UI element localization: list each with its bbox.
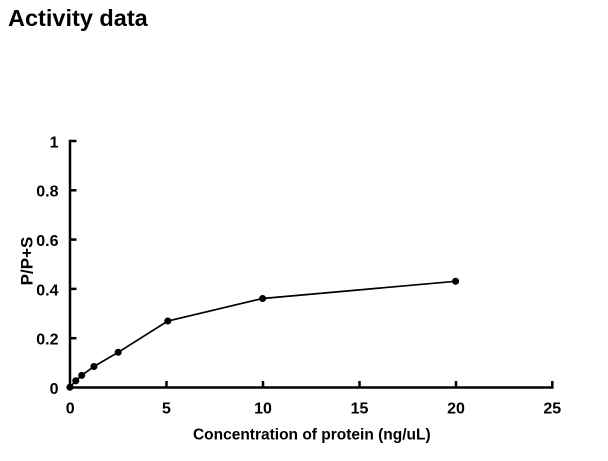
svg-text:P/P+S: P/P+S: [18, 237, 37, 286]
svg-text:20: 20: [447, 400, 465, 417]
svg-text:Concentration of protein (ng/u: Concentration of protein (ng/uL): [193, 426, 431, 443]
svg-text:15: 15: [351, 400, 369, 417]
svg-text:0.6: 0.6: [36, 233, 58, 250]
svg-text:0: 0: [66, 400, 75, 417]
svg-text:10: 10: [254, 400, 272, 417]
svg-text:5: 5: [162, 400, 171, 417]
svg-text:0.8: 0.8: [36, 184, 58, 201]
svg-text:0.4: 0.4: [36, 282, 58, 299]
svg-text:0.2: 0.2: [36, 332, 58, 349]
svg-text:25: 25: [543, 400, 561, 417]
svg-text:0: 0: [50, 381, 59, 398]
svg-text:1: 1: [50, 134, 59, 151]
svg-text:Activity data: Activity data: [8, 5, 149, 31]
